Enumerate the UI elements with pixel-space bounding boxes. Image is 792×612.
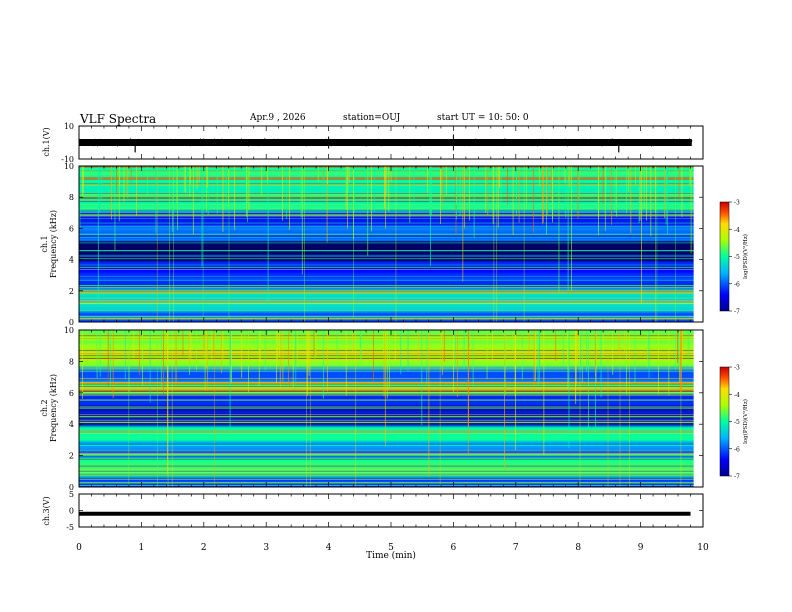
spectrogram-ch2 (78, 330, 703, 488)
y-tick-label: 0 (69, 507, 74, 516)
x-tick-label: 4 (326, 543, 332, 553)
y-tick-label: 10 (64, 326, 74, 335)
colorbar-tick-label: -6 (734, 281, 740, 288)
x-tick-label: 8 (575, 543, 581, 553)
x-tick-label: 2 (201, 543, 207, 553)
colorbar-label: log(PSD)(V²/Hz) (742, 234, 749, 279)
y-tick-label: 6 (69, 224, 74, 233)
y-tick-label: -10 (61, 155, 74, 164)
spectrogram-ch1 (79, 166, 703, 322)
colorbar-tick-label: -4 (734, 392, 740, 399)
y-tick-label: 10 (64, 122, 74, 131)
x-tick-label: 9 (638, 543, 644, 553)
x-tick-label: 3 (263, 543, 269, 553)
y-tick-label: 6 (69, 389, 74, 398)
y-axis-label: ch.3(V) (42, 496, 51, 525)
y-tick-label: 8 (69, 357, 74, 366)
colorbar-tick-label: -7 (734, 309, 740, 316)
low-intensity-band (79, 405, 703, 426)
no-data-area (693, 330, 703, 487)
colorbar-tick-label: -4 (734, 227, 740, 234)
x-axis-label: Time (min) (366, 550, 416, 561)
y-axis-label: Frequency (kHz) (49, 210, 58, 278)
y-axis-label: ch.1(V) (42, 127, 51, 156)
no-data-area (693, 166, 703, 322)
y-tick-label: 4 (69, 256, 74, 265)
y-tick-label: 10 (64, 162, 74, 171)
x-tick-label: 10 (697, 543, 709, 553)
colorbar-tick-label: -6 (734, 446, 740, 453)
date-label: Apr.9 , 2026 (250, 113, 306, 123)
station-label: station=OUJ (343, 113, 401, 123)
waveform-ch1 (78, 134, 693, 153)
colorbar-tick-label: -5 (734, 254, 740, 261)
y-tick-label: 0 (69, 483, 74, 492)
chart-title: VLF Spectra (80, 112, 157, 126)
x-tick-label: 5 (388, 543, 394, 553)
start-time-label: start UT = 10: 50: 0 (437, 113, 529, 123)
colorbar-tick-label: -7 (734, 474, 740, 481)
y-tick-label: 0 (69, 318, 74, 327)
y-tick-label: 2 (69, 452, 74, 461)
y-tick-label: 2 (69, 287, 74, 296)
colorbar (719, 366, 730, 477)
y-tick-label: -5 (66, 523, 74, 532)
x-tick-label: 6 (451, 543, 457, 553)
colorbar-tick-label: -3 (734, 200, 740, 207)
y-tick-label: 4 (69, 420, 74, 429)
colorbar-tick-label: -5 (734, 419, 740, 426)
waveform-band (79, 139, 692, 146)
x-tick-label: 1 (139, 543, 145, 553)
colorbar-tick-label: -3 (734, 365, 740, 372)
y-axis-label: ch.1 (40, 235, 49, 252)
y-axis-label: Frequency (kHz) (49, 374, 58, 442)
x-tick-label: 7 (513, 543, 519, 553)
y-axis-label: ch.2 (40, 399, 49, 416)
y-tick-label: 5 (69, 490, 74, 499)
y-tick-label: 8 (69, 193, 74, 202)
x-tick-label: 0 (76, 543, 82, 553)
colorbar-label: log(PSD)(V²/Hz) (742, 399, 749, 444)
colorbar (719, 201, 730, 312)
